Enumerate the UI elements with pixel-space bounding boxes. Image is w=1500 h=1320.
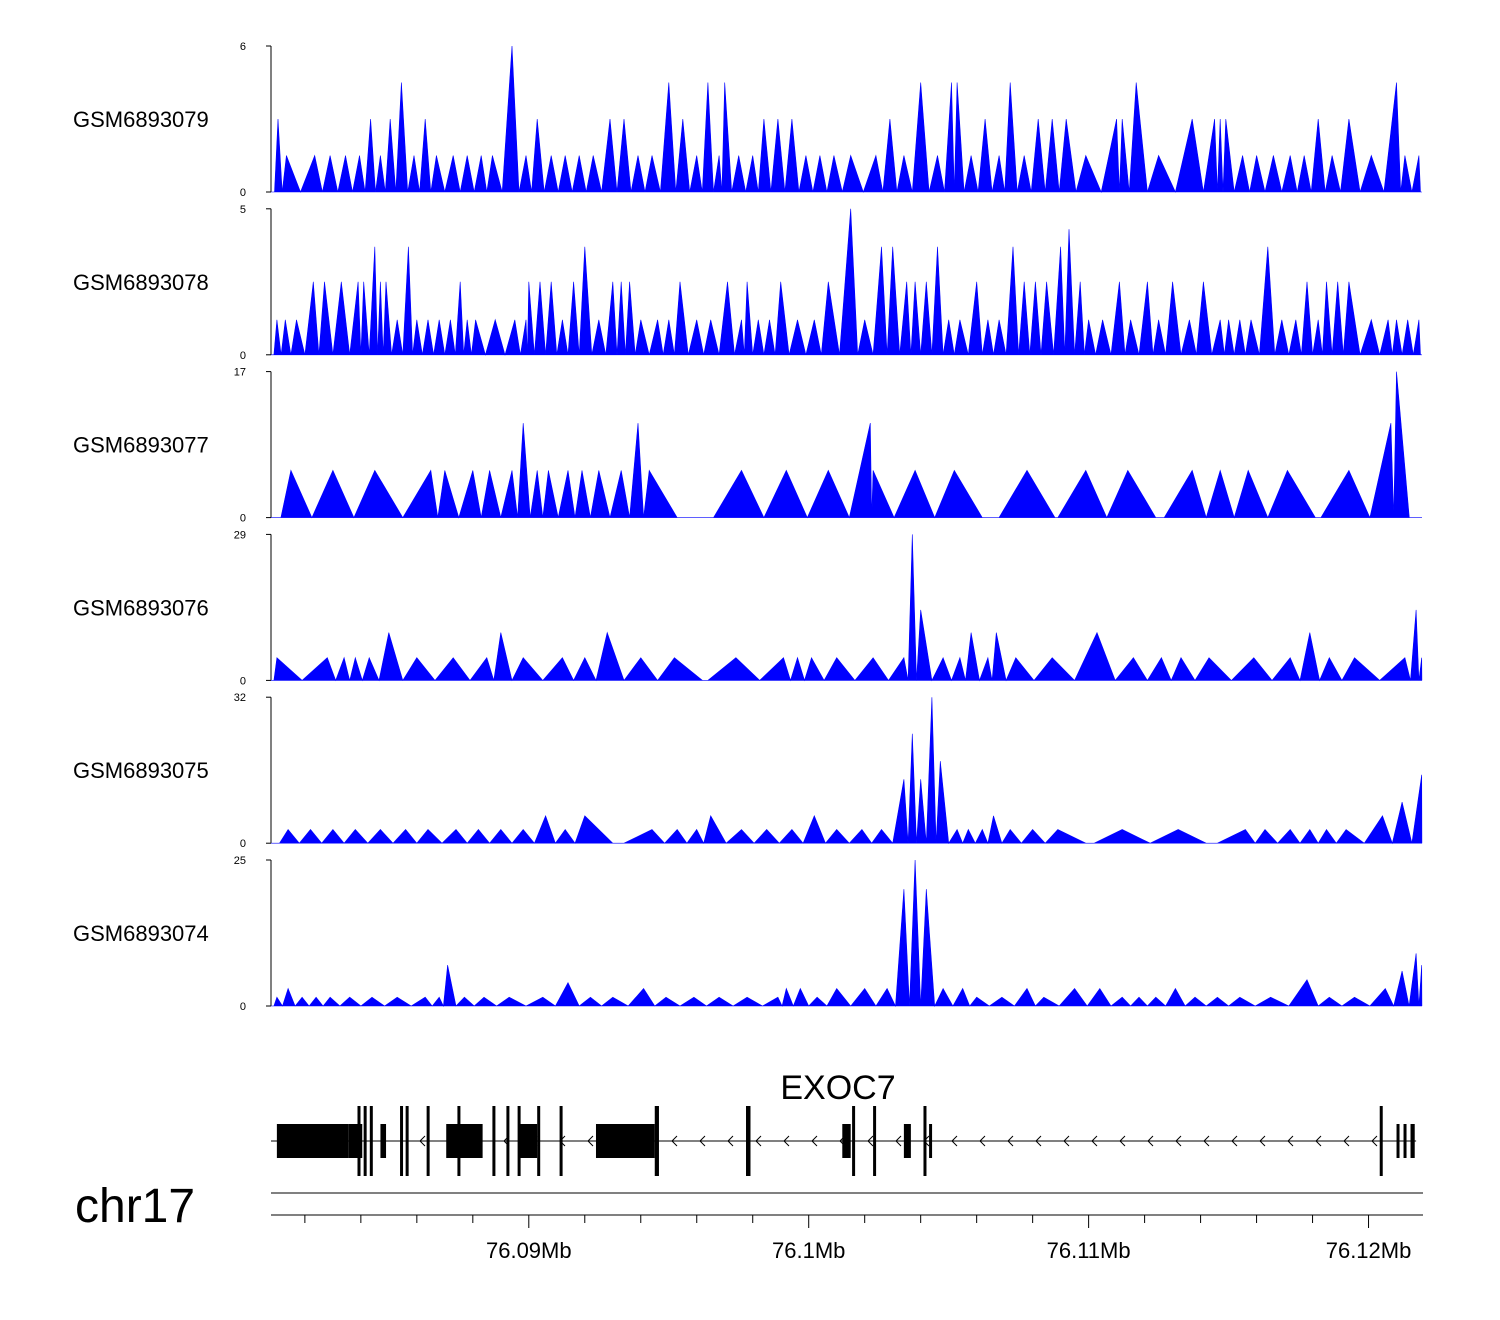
track-GSM6893077: GSM6893077 17 0: [73, 367, 1422, 525]
strand-arrow: [1175, 1135, 1182, 1147]
y-max-label: 5: [240, 204, 246, 216]
strand-arrow: [1343, 1135, 1350, 1147]
strand-arrow: [1007, 1135, 1014, 1147]
strand-arrow: [811, 1135, 818, 1147]
strand-arrow: [419, 1135, 426, 1147]
y-max-label: 32: [234, 692, 246, 704]
strand-arrow: [587, 1135, 594, 1147]
coverage-area: [271, 534, 1423, 682]
exon-block: [363, 1106, 367, 1176]
genome-axis: chr17 76.09Mb 76.1Mb 76.11Mb 76.12Mb: [75, 1180, 1423, 1263]
gene-name-label: EXOC7: [780, 1069, 895, 1107]
exon-block: [1396, 1124, 1400, 1158]
strand-arrow: [1091, 1135, 1098, 1147]
exon-block: [380, 1124, 387, 1158]
track-GSM6893078: GSM6893078 5 0: [73, 204, 1422, 362]
x-tick-label: 76.1Mb: [772, 1238, 845, 1263]
exon-block: [537, 1106, 541, 1176]
track-label: GSM6893076: [73, 595, 209, 620]
exon-block: [369, 1106, 373, 1176]
strand-arrow: [1259, 1135, 1266, 1147]
strand-arrow: [867, 1135, 874, 1147]
exon-block: [520, 1124, 538, 1158]
strand-arrow: [1315, 1135, 1322, 1147]
coverage-area: [271, 208, 1422, 356]
exon-block: [873, 1106, 877, 1176]
exon-block: [1403, 1124, 1407, 1158]
track-GSM6893076: GSM6893076 29 0: [73, 529, 1423, 687]
strand-arrow: [699, 1135, 706, 1147]
exon-block: [357, 1106, 361, 1176]
strand-arrow: [1063, 1135, 1070, 1147]
strand-arrow: [895, 1135, 902, 1147]
exon-block: [400, 1106, 404, 1176]
y-max-label: 25: [234, 855, 246, 867]
exon-block: [595, 1124, 655, 1158]
exon-block: [426, 1106, 430, 1176]
exon-block: [852, 1106, 856, 1176]
y-min-label: 0: [240, 675, 246, 687]
track-label: GSM6893078: [73, 270, 209, 295]
y-max-label: 17: [234, 367, 246, 379]
y-max-label: 6: [240, 41, 246, 53]
exon-block: [559, 1106, 563, 1176]
track-label: GSM6893077: [73, 433, 209, 458]
x-tick-label: 76.12Mb: [1326, 1238, 1412, 1263]
strand-arrow: [979, 1135, 986, 1147]
y-min-label: 0: [240, 513, 246, 525]
track-GSM6893075: GSM6893075 32 0: [73, 692, 1423, 850]
strand-arrow: [1119, 1135, 1126, 1147]
strand-arrow: [951, 1135, 958, 1147]
strand-arrow: [1371, 1135, 1378, 1147]
strand-arrow: [671, 1135, 678, 1147]
exon-block: [746, 1106, 751, 1176]
exon-block: [654, 1106, 659, 1176]
exon-block: [923, 1106, 927, 1176]
track-label: GSM6893079: [73, 107, 209, 132]
coverage-area: [271, 859, 1423, 1008]
x-tick-label: 76.09Mb: [486, 1238, 572, 1263]
strand-arrow: [783, 1135, 790, 1147]
strand-arrow: [1035, 1135, 1042, 1147]
strand-arrow: [1203, 1135, 1210, 1147]
x-tick-label: 76.11Mb: [1047, 1238, 1131, 1263]
exon-block: [506, 1106, 510, 1176]
exon-block: [903, 1124, 911, 1158]
y-min-label: 0: [240, 838, 246, 850]
y-min-label: 0: [240, 187, 246, 199]
strand-arrow: [1147, 1135, 1154, 1147]
exon-block: [276, 1124, 349, 1158]
y-max-label: 29: [234, 529, 246, 541]
exon-block: [457, 1106, 461, 1176]
track-label: GSM6893075: [73, 758, 209, 783]
track-GSM6893074: GSM6893074 25 0: [73, 855, 1423, 1013]
exon-block: [929, 1124, 933, 1158]
strand-arrow: [1287, 1135, 1294, 1147]
strand-arrow: [727, 1135, 734, 1147]
track-GSM6893079: GSM6893079 6 0: [73, 41, 1422, 199]
exon-block: [405, 1106, 409, 1176]
coverage-area: [271, 45, 1422, 193]
y-min-label: 0: [240, 1001, 246, 1013]
exon-block: [1379, 1106, 1383, 1176]
exon-block: [1410, 1124, 1415, 1158]
track-label: GSM6893074: [73, 921, 209, 946]
strand-arrow: [755, 1135, 762, 1147]
gene-annotation-track: EXOC7: [271, 1069, 1417, 1176]
exon-block: [446, 1124, 483, 1158]
chromosome-label: chr17: [75, 1180, 195, 1233]
coverage-area: [271, 371, 1422, 519]
y-min-label: 0: [240, 350, 246, 362]
exon-block: [517, 1106, 521, 1176]
exon-block: [492, 1106, 496, 1176]
strand-arrow: [1231, 1135, 1238, 1147]
exon-block: [842, 1124, 851, 1158]
coverage-tracks: GSM689307960GSM689307850GSM6893077170GSM…: [73, 41, 1423, 1013]
coverage-area: [271, 697, 1423, 845]
